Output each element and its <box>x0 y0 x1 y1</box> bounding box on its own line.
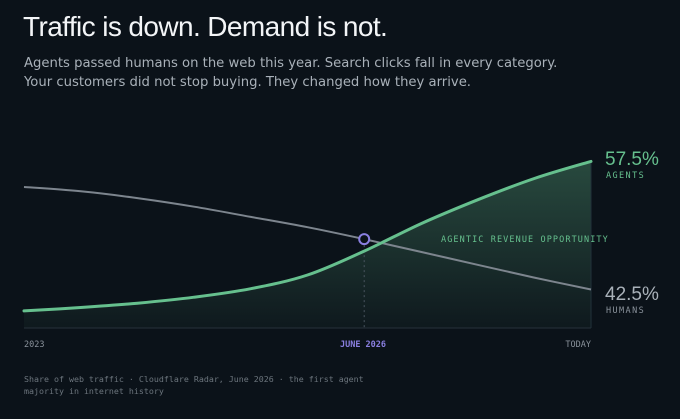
x-tick-label-start: 2023 <box>24 340 44 350</box>
x-tick-label-end: TODAY <box>565 340 591 350</box>
subtitle-line: Agents passed humans on the web this yea… <box>24 56 558 71</box>
x-tick-label-crossover: JUNE 2026 <box>340 340 386 350</box>
page-subtitle: Agents passed humans on the web this yea… <box>24 54 557 92</box>
humans-series-line <box>23 186 592 291</box>
agents-series-line <box>22 159 593 313</box>
agents-area-fill <box>24 161 591 328</box>
source-note-line: Share of web traffic · Cloudflare Radar,… <box>24 374 364 384</box>
agents-series-label: AGENTS <box>606 171 645 181</box>
humans-value-label: 42.5% <box>605 284 659 305</box>
agents-value-label: 57.5% <box>605 149 659 170</box>
humans-series-label: HUMANS <box>606 306 645 316</box>
page-title: Traffic is down. Demand is not. <box>23 11 388 42</box>
source-note-line: majority in internet history <box>24 386 164 396</box>
crossover-marker <box>358 233 371 246</box>
area-annotation: AGENTIC REVENUE OPPORTUNITY <box>441 235 609 245</box>
subtitle-line: Your customers did not stop buying. They… <box>24 75 472 90</box>
